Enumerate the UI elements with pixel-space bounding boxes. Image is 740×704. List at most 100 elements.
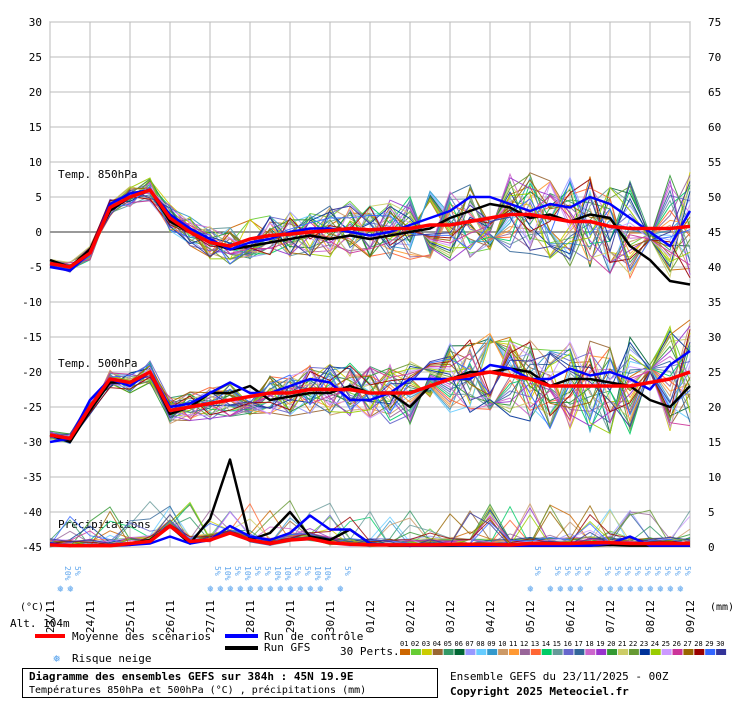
pert-color-swatch xyxy=(476,649,487,655)
x-tick-label: 06/12 xyxy=(564,600,577,633)
pert-color-swatch xyxy=(509,649,519,655)
left-unit-label: (°C) xyxy=(20,602,44,613)
pert-color-swatch xyxy=(541,649,552,655)
snow-risk-percent: 5% xyxy=(603,566,612,576)
right-unit-label: (mm) xyxy=(710,602,734,613)
right-tick-label: 65 xyxy=(708,86,721,99)
x-tick-label: 04/12 xyxy=(484,600,497,633)
x-tick-label: 05/12 xyxy=(524,600,537,633)
grid-lines xyxy=(49,21,691,548)
pert-color-swatch xyxy=(519,649,530,655)
snow-risk-marker: 5% ❅ xyxy=(577,566,592,595)
altitude-label: Alt. 104m xyxy=(10,617,70,630)
left-tick-label: -25 xyxy=(22,401,42,414)
snow-risk-percent: 10% xyxy=(313,566,322,581)
snowflake-icon: ❅ xyxy=(667,582,674,595)
snow-risk-percent: 5% xyxy=(623,566,632,576)
right-tick-label: 10 xyxy=(708,471,721,484)
x-tick-label: 23/11 xyxy=(44,600,57,633)
right-tick-label: 15 xyxy=(708,436,721,449)
pert-number: 13 xyxy=(531,640,539,648)
snow-risk-marker: 5% ❅ xyxy=(627,566,642,595)
snow-risk-percent: 5% xyxy=(643,566,652,576)
pert-color-swatch xyxy=(596,649,607,655)
snow-risk-percent: 10% xyxy=(323,566,332,581)
pert-color-swatch xyxy=(498,649,509,655)
pert-number: 10 xyxy=(498,640,506,648)
x-tick-label: 01/12 xyxy=(364,600,377,633)
x-tick-label: 29/11 xyxy=(284,600,297,633)
snow-risk-marker: 5% ❅ xyxy=(567,566,582,595)
pert-color-swatch xyxy=(639,649,650,655)
snow-risk-percent: 10% xyxy=(283,566,292,581)
pert-color-swatch xyxy=(410,649,421,655)
right-tick-label: 40 xyxy=(708,261,721,274)
legend-gfs-label: Run GFS xyxy=(264,641,310,654)
pert-color-swatch xyxy=(443,649,454,655)
pert-color-swatch xyxy=(487,649,498,655)
perturbation-line xyxy=(49,324,691,444)
x-tick-label: 26/11 xyxy=(164,600,177,633)
footer-subtitle: Températures 850hPa et 500hPa (°C) , pré… xyxy=(29,685,367,696)
left-tick-label: 5 xyxy=(35,191,42,204)
right-tick-label: 55 xyxy=(708,156,721,169)
perturbation-line xyxy=(49,513,691,546)
right-tick-label: 35 xyxy=(708,296,721,309)
pert-number: 24 xyxy=(651,640,659,648)
snow-risk-percent: 5% xyxy=(293,566,302,576)
pert-number: 14 xyxy=(542,640,550,648)
snow-risk-marker: 5% ❅ xyxy=(597,566,612,595)
snowflake-icon: ❅ xyxy=(597,582,604,595)
snow-risk-marker: 5% ❅ xyxy=(617,566,632,595)
snow-risk-percent: 5% xyxy=(563,566,572,576)
left-tick-label: -15 xyxy=(22,331,42,344)
pert-color-swatch xyxy=(574,649,585,655)
snowflake-icon: ❅ xyxy=(577,582,584,595)
pert-color-swatch xyxy=(705,649,716,655)
snow-risk-percent: 10% xyxy=(223,566,232,581)
snow-risk-marker: 5% ❅ xyxy=(677,566,692,595)
right-tick-label: 45 xyxy=(708,226,721,239)
left-tick-label: 30 xyxy=(29,16,42,29)
pert-color-swatch xyxy=(650,649,661,655)
snow-risk-marker: 5% ❅ xyxy=(67,566,82,595)
snow-risk-marker: 5% ❅ xyxy=(667,566,682,595)
right-tick-label: 50 xyxy=(708,191,721,204)
right-tick-label: 60 xyxy=(708,121,721,134)
snow-risk-marker: 20%❅ xyxy=(57,566,72,595)
snow-risk-marker: 5% ❅ xyxy=(257,566,272,595)
snow-risk-marker: 5% ❅ xyxy=(527,566,542,595)
snow-risk-marker: 5% ❅ xyxy=(547,566,562,595)
pert-number: 21 xyxy=(618,640,626,648)
left-tick-label: 25 xyxy=(29,51,42,64)
pert-number: 04 xyxy=(433,640,441,648)
pert-number: 15 xyxy=(553,640,561,648)
snow-risk-percent: 5% xyxy=(343,566,352,576)
snowflake-icon: ❅ xyxy=(567,582,574,595)
pert-number: 11 xyxy=(509,640,517,648)
snow-risk-marker: 5% ❅ xyxy=(647,566,662,595)
label-temp850: Temp. 850hPa xyxy=(58,168,137,181)
snow-risk-percent: 5% xyxy=(673,566,682,576)
snowflake-icon: ❅ xyxy=(617,582,624,595)
pert-number: 18 xyxy=(585,640,593,648)
snow-risk-marker: 5% ❅ xyxy=(657,566,672,595)
snow-risk-percent: 5% xyxy=(633,566,642,576)
pert-number: 09 xyxy=(487,640,495,648)
snowflake-icon: ❅ xyxy=(627,582,634,595)
pert-number: 29 xyxy=(705,640,713,648)
pert-number: 03 xyxy=(422,640,430,648)
x-tick-label: 07/12 xyxy=(604,600,617,633)
pert-number: 02 xyxy=(411,640,419,648)
left-tick-label: -5 xyxy=(29,261,42,274)
pert-color-swatch xyxy=(585,649,596,655)
pert-color-swatch xyxy=(530,649,541,655)
snow-risk-marker: 10%❅ xyxy=(237,566,252,595)
pert-number: 06 xyxy=(455,640,463,648)
pert-color-swatch xyxy=(563,649,574,655)
pert-color-swatch xyxy=(628,649,639,655)
snow-risk-percent: 5% xyxy=(263,566,272,576)
left-tick-label: -20 xyxy=(22,366,42,379)
right-tick-label: 0 xyxy=(708,541,715,554)
